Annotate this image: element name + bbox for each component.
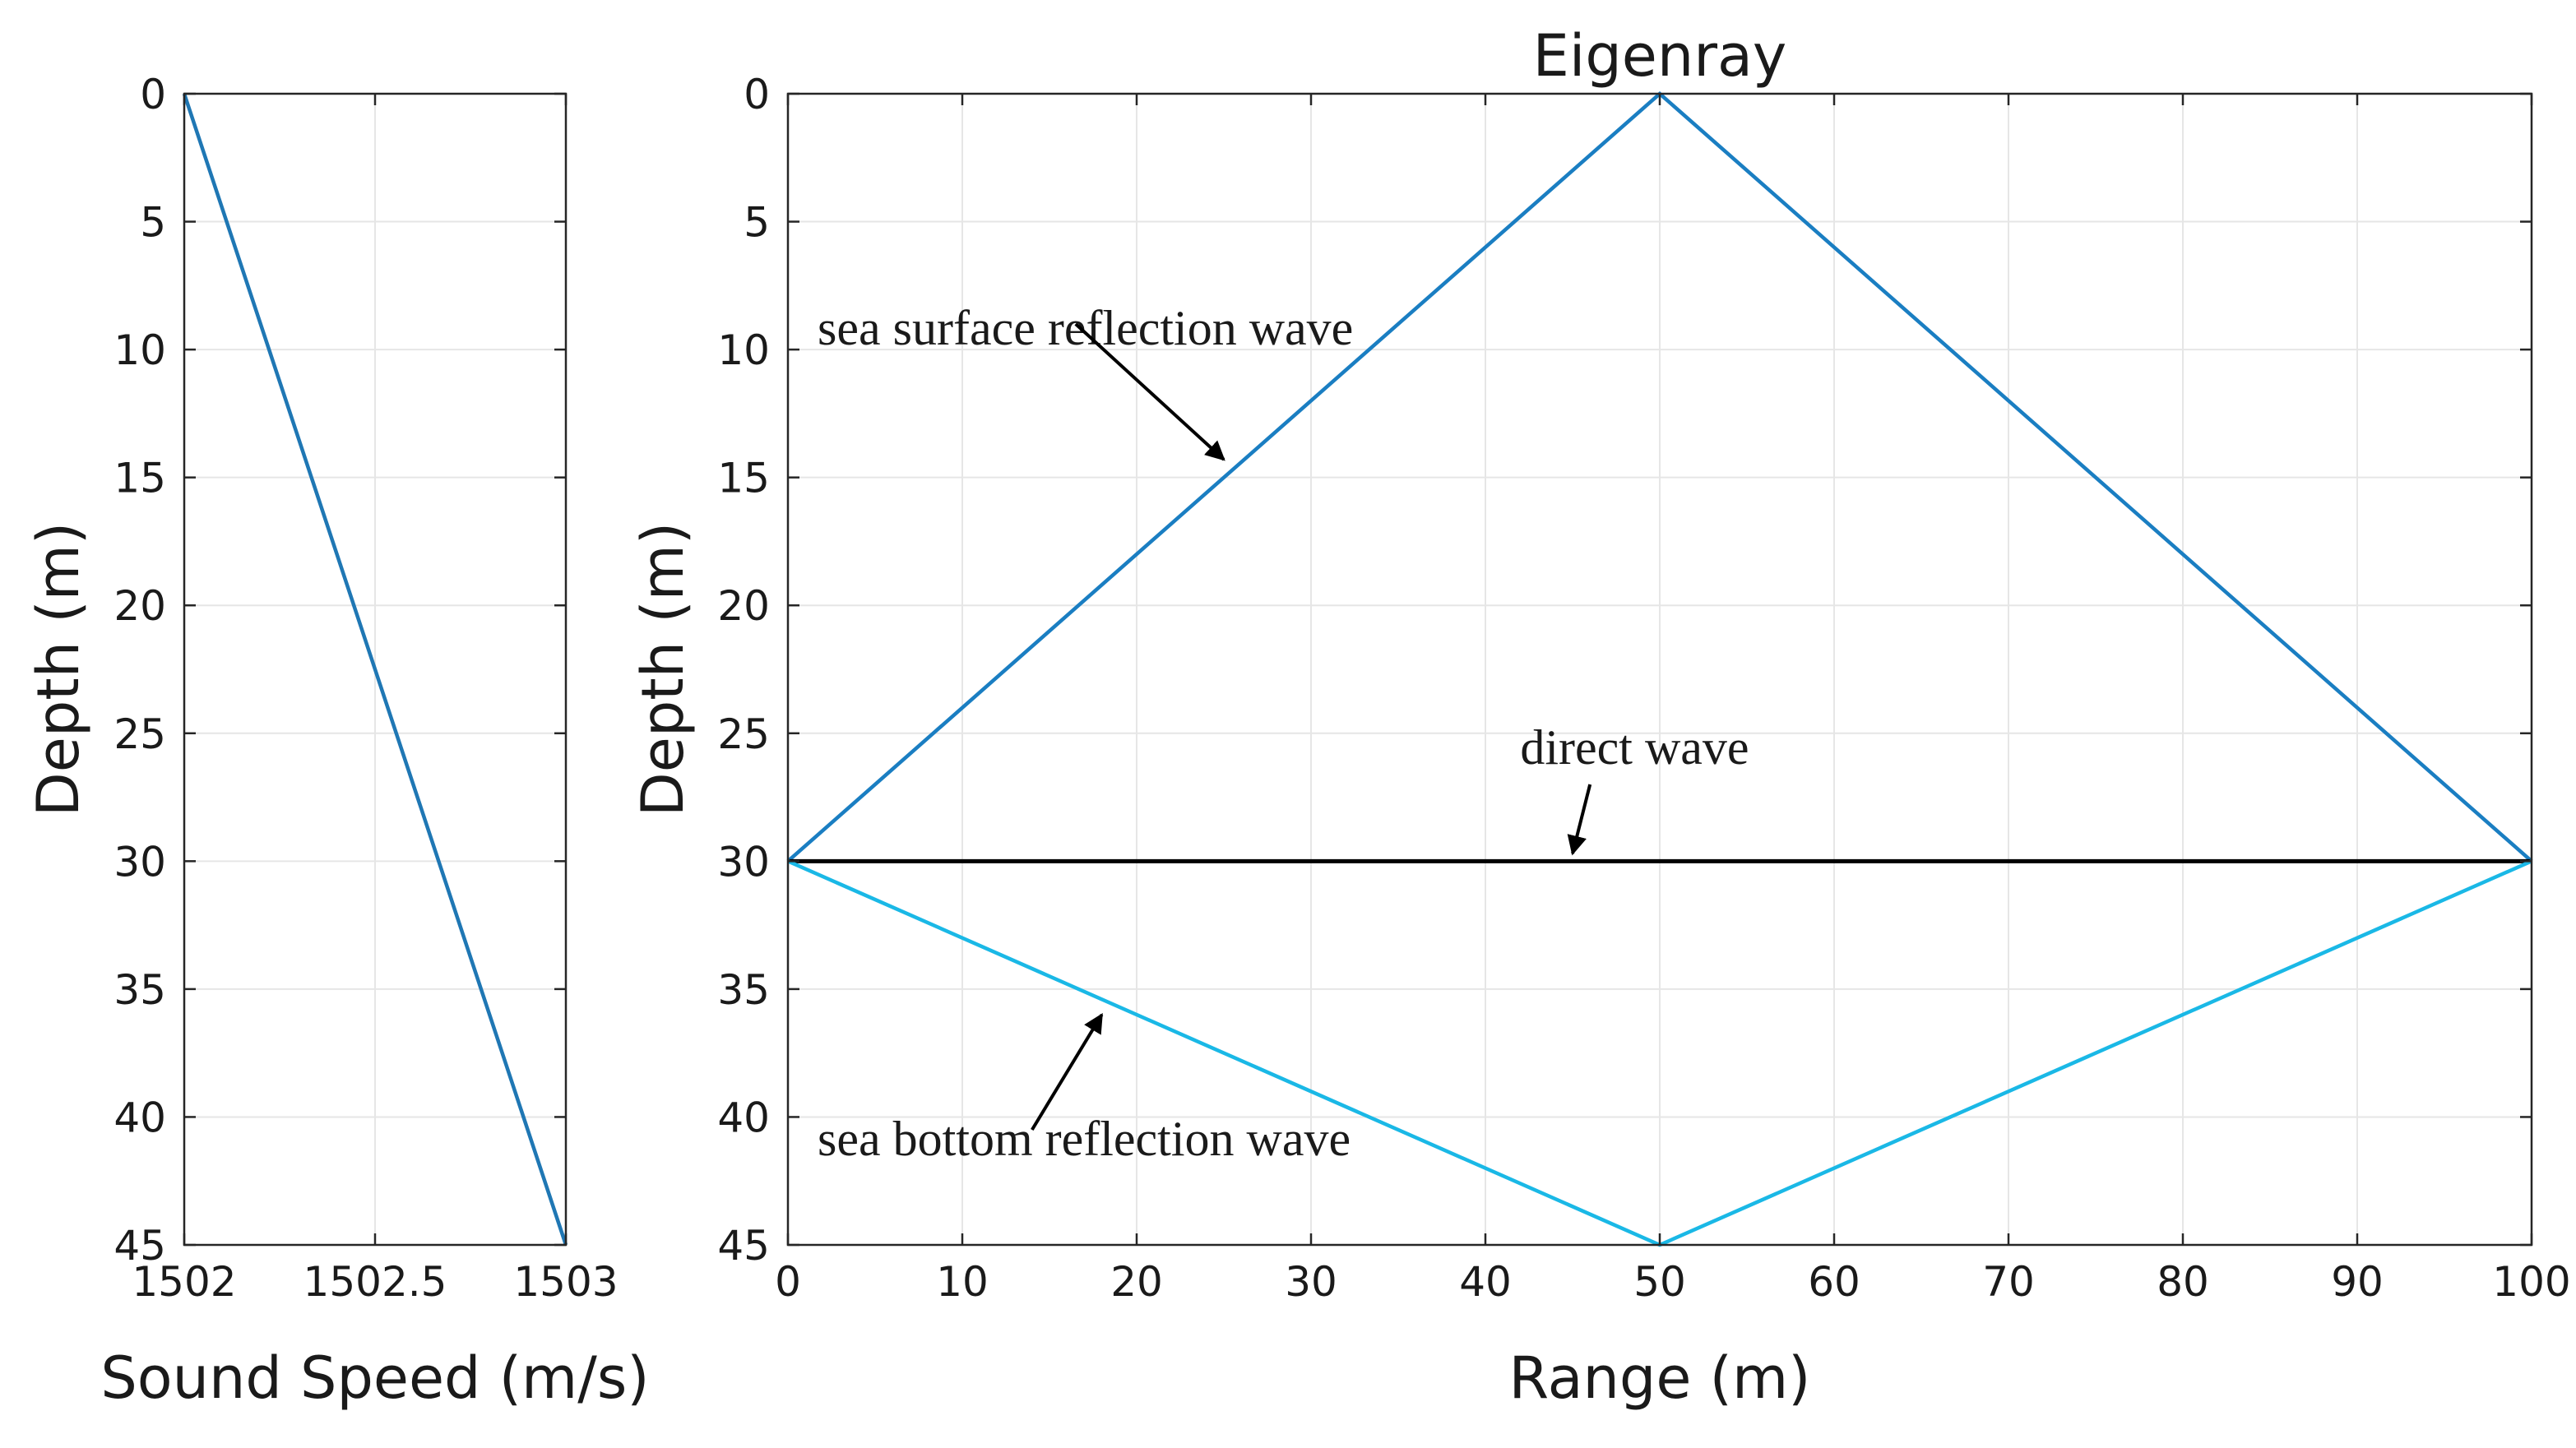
- annotation-bottom: sea bottom reflection wave: [818, 1112, 1351, 1166]
- x-tick-label: 1503: [513, 1258, 618, 1306]
- y-tick-label: 30: [717, 838, 770, 886]
- sound-speed-profile-panel: 1502 1502.5 1503 0 5 10 15 20 25 30 35 40 45 Sound Sp…: [25, 71, 650, 1412]
- x-tick-label: 50: [1633, 1258, 1686, 1306]
- y-tick-label: 10: [717, 326, 770, 374]
- x-axis-label: Range (m): [1509, 1344, 1811, 1412]
- annotation-arrow-bottom: [1031, 1012, 1104, 1131]
- y-tick-label: 25: [717, 710, 770, 758]
- y-tick-label: 25: [114, 710, 166, 758]
- y-tick-label: 20: [114, 582, 166, 630]
- y-tick-label: 30: [114, 838, 166, 886]
- x-tick-label: 1502: [132, 1258, 236, 1306]
- x-tick-label: 40: [1459, 1258, 1512, 1306]
- x-tick-label: 100: [2492, 1258, 2570, 1306]
- y-tick-label: 15: [114, 455, 166, 502]
- y-axis-label: Depth (m): [629, 522, 697, 817]
- y-tick-label: 40: [717, 1094, 770, 1141]
- x-tick-label: 1502.5: [303, 1258, 447, 1306]
- annotation-arrow-direct: [1567, 784, 1592, 856]
- y-tick-label: 45: [717, 1222, 770, 1270]
- x-axis-label: Sound Speed (m/s): [100, 1344, 649, 1412]
- y-tick-label: 35: [717, 966, 770, 1014]
- y-axis-label: Depth (m): [25, 522, 92, 817]
- x-tick-label: 70: [1982, 1258, 2035, 1306]
- annotation-surface: sea surface reflection wave: [818, 301, 1353, 355]
- y-tick-label: 45: [114, 1222, 166, 1270]
- y-tick-label: 15: [717, 455, 770, 502]
- x-tick-label: 20: [1110, 1258, 1163, 1306]
- y-tick-label: 0: [140, 71, 166, 118]
- y-tick-label: 5: [140, 199, 166, 247]
- x-tick-label: 10: [936, 1258, 989, 1306]
- annotation-arrow-surface: [1074, 322, 1225, 461]
- eigenray-panel: 0 10 20 30 40 50 60 70 80 90 100 0 5 10 15 20 25 30 35 40 45…: [629, 22, 2571, 1412]
- x-tick-label: 90: [2331, 1258, 2384, 1306]
- y-tick-label: 0: [744, 71, 770, 118]
- y-tick-label: 10: [114, 326, 166, 374]
- x-tick-label: 30: [1285, 1258, 1337, 1306]
- series-line-sound-speed-profile: [182, 93, 568, 1246]
- y-tick-label: 35: [114, 966, 166, 1014]
- y-tick-label: 5: [744, 199, 770, 247]
- x-tick-label: 60: [1808, 1258, 1860, 1306]
- x-tick-label: 0: [775, 1258, 801, 1306]
- y-tick-label: 40: [114, 1094, 166, 1141]
- x-tick-label: 80: [2157, 1258, 2209, 1306]
- y-tick-label: 20: [717, 582, 770, 630]
- chart-title: Eigenray: [1533, 22, 1787, 90]
- annotation-direct: direct wave: [1520, 720, 1749, 775]
